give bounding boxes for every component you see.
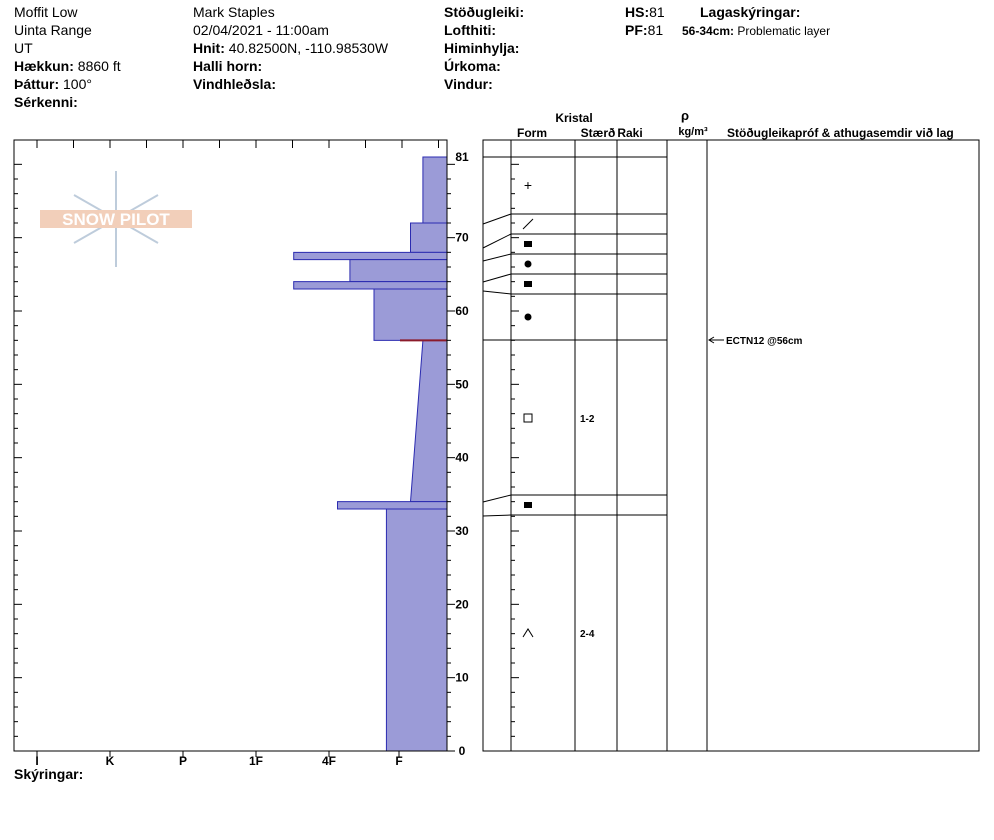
header-rho: ρ — [681, 108, 689, 123]
elevation-row: Hækkun: 8860 ft — [14, 58, 121, 74]
y-tick-label: 10 — [455, 671, 469, 685]
layer-bar — [373, 288, 448, 341]
range-name: Uinta Range — [14, 22, 92, 38]
layer-note-row: 56-34cm: Problematic layer — [682, 23, 830, 39]
y-tick-label: 70 — [455, 231, 469, 245]
sky-label: Himinhylja: — [444, 40, 520, 56]
grain-size-label: 1-2 — [580, 414, 595, 425]
x-tick-label: I — [35, 754, 38, 768]
layer-connector — [482, 514, 512, 517]
layer-bar — [337, 501, 448, 510]
y-tick-label: 0 — [459, 744, 466, 758]
slope-label: Halli horn: — [193, 58, 263, 74]
faceted-grain-symbol — [524, 241, 532, 247]
header-tests: Stöðugleikapróf & athugasemdir við lag — [727, 126, 954, 140]
hs-row: HS:81 — [625, 4, 665, 20]
snowpilot-watermark: SNOW PILOT — [40, 171, 192, 267]
table-frame — [482, 139, 980, 752]
hs-label: HS: — [625, 4, 650, 20]
header-form: Form — [517, 126, 547, 140]
layer-connector — [482, 273, 512, 283]
features-label: Sérkenni: — [14, 94, 78, 110]
x-tick-label: F — [395, 754, 402, 768]
header-density: kg/m³ — [678, 126, 708, 138]
header-moisture: Raki — [617, 126, 642, 140]
layer-bar — [293, 251, 448, 261]
chart-frame — [13, 139, 448, 752]
elevation-label: Hækkun: — [14, 58, 74, 74]
coords-row: Hnit: 40.82500N, -110.98530W — [193, 40, 388, 56]
faceted-grain-symbol — [524, 502, 532, 508]
watermark-band — [40, 210, 192, 228]
y-tick-label: 81 — [455, 150, 469, 164]
layer-bar — [410, 222, 448, 253]
stability-test-label: ECTN12 @56cm — [726, 336, 803, 347]
x-tick-label: P — [179, 754, 187, 768]
aspect-row: Þáttur: 100° — [14, 76, 92, 92]
y-tick-label: 60 — [455, 304, 469, 318]
layer-note-text: Problematic layer — [737, 24, 831, 38]
watermark-text: SNOW PILOT — [62, 210, 170, 229]
state-name: UT — [14, 40, 33, 56]
facet-open-symbol — [523, 413, 533, 423]
layer-note-range: 56-34cm: — [682, 24, 735, 38]
coords-value: 40.82500N, -110.98530W — [228, 40, 389, 56]
location-name: Moffit Low — [14, 4, 78, 20]
x-tick-label: 4F — [322, 754, 336, 768]
aspect-value: 100° — [63, 76, 92, 92]
pf-label: PF: — [625, 22, 648, 38]
layer-notes-label: Lagaskýringar: — [700, 4, 801, 20]
layer-bar — [409, 339, 448, 503]
footer-notes-label: Skýringar: — [14, 766, 84, 782]
wind-label: Vindur: — [444, 76, 493, 92]
x-tick-label: K — [106, 754, 115, 768]
layer-bar — [349, 259, 448, 283]
test-arrow-head — [708, 336, 715, 344]
y-tick-label: 20 — [455, 597, 469, 611]
layer-connector — [482, 290, 512, 295]
precip-label: Úrkoma: — [444, 58, 501, 74]
header-size: Stærð — [581, 126, 616, 140]
depth-hoar-symbol — [522, 628, 534, 638]
grain-size-label: 2-4 — [580, 629, 595, 640]
precip-particle-symbol: + — [524, 177, 532, 193]
decomposed-symbol — [522, 218, 534, 230]
pf-row: PF:81 — [625, 22, 663, 38]
layer-bar — [293, 281, 448, 290]
header-kristal: Kristal — [555, 111, 592, 125]
layer-connector — [482, 213, 512, 225]
pf-value: 81 — [647, 22, 664, 38]
observer-name: Mark Staples — [193, 4, 275, 20]
layer-connector — [482, 494, 512, 503]
obs-datetime: 02/04/2021 - 11:00am — [193, 22, 329, 38]
layer-connector — [482, 253, 512, 262]
faceted-grain-symbol — [524, 281, 532, 287]
hs-value: 81 — [649, 4, 665, 20]
layer-connector — [482, 233, 512, 249]
rounded-grain-symbol — [524, 260, 532, 268]
layer-bar — [422, 156, 448, 224]
wind-loading-label: Vindhleðsla: — [193, 76, 276, 92]
y-tick-label: 40 — [455, 451, 469, 465]
elevation-value: 8860 ft — [77, 58, 121, 74]
rounded-grain-symbol — [524, 313, 532, 321]
aspect-label: Þáttur: — [14, 76, 60, 92]
y-tick-label: 50 — [455, 377, 469, 391]
coords-label: Hnit: — [193, 40, 225, 56]
stability-label: Stöðugleiki: — [444, 4, 525, 20]
layer-bar — [385, 508, 448, 752]
air-temp-label: Lofthiti: — [444, 22, 497, 38]
y-tick-label: 30 — [455, 524, 469, 538]
x-tick-label: 1F — [249, 754, 263, 768]
